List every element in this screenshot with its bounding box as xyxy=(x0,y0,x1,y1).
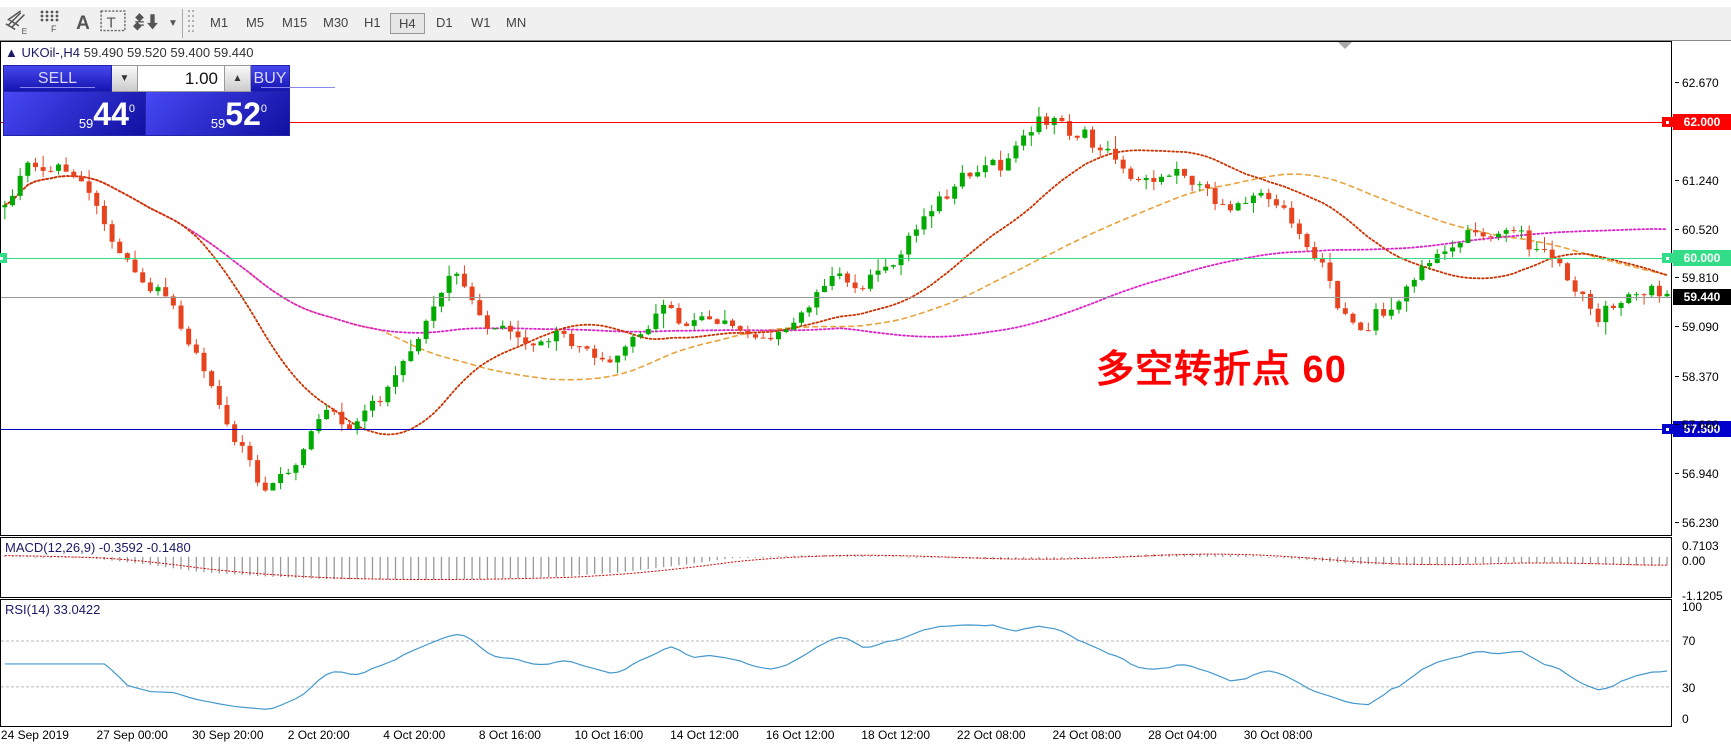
svg-text:F: F xyxy=(51,24,57,34)
svg-text:E: E xyxy=(22,26,28,35)
svg-text:T: T xyxy=(107,14,116,31)
